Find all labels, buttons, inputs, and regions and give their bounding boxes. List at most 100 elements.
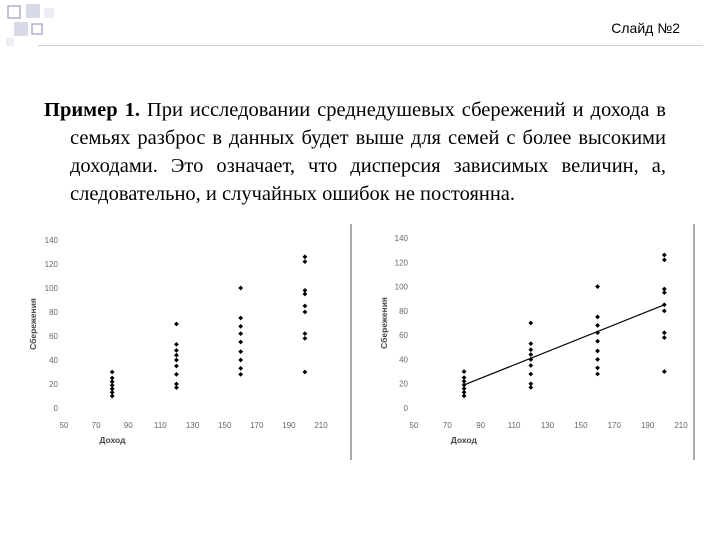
y-tick-label: 140	[45, 236, 59, 245]
data-point	[661, 257, 667, 263]
x-tick-label: 130	[186, 421, 200, 430]
data-point	[661, 308, 667, 314]
data-point	[528, 357, 534, 362]
data-point	[661, 330, 667, 336]
x-tick-label: 110	[508, 421, 521, 430]
x-tick-label: 210	[674, 421, 688, 430]
data-point	[174, 348, 179, 353]
y-axis-label: Сбережения	[379, 297, 389, 349]
y-tick-label: 0	[404, 404, 409, 413]
data-point	[109, 369, 115, 375]
data-point	[302, 336, 308, 341]
data-point	[528, 371, 534, 377]
data-point	[109, 386, 115, 392]
data-point	[238, 339, 244, 345]
x-tick-label: 130	[541, 421, 555, 430]
data-point	[661, 252, 667, 258]
example-text: Пример 1. При исследовании среднедушевых…	[44, 96, 666, 216]
slide-number-label: Слайд №2	[611, 20, 680, 36]
data-point	[238, 331, 244, 336]
example-paragraph: Пример 1. При исследовании среднедушевых…	[44, 96, 666, 208]
example-body: При исследовании среднедушевых сбережени…	[70, 99, 666, 205]
data-point	[302, 303, 308, 309]
data-point	[461, 369, 467, 374]
data-point	[174, 342, 179, 347]
data-point	[109, 382, 115, 388]
data-point	[302, 309, 308, 315]
x-tick-label: 190	[641, 421, 655, 430]
data-point	[528, 341, 534, 347]
y-tick-label: 0	[54, 404, 59, 413]
data-point	[595, 314, 600, 320]
x-tick-label: 70	[443, 421, 452, 430]
x-tick-label: 210	[314, 421, 328, 430]
x-tick-label: 170	[250, 421, 264, 430]
data-point	[461, 375, 467, 381]
example-heading: Пример 1.	[44, 99, 140, 121]
data-point	[528, 363, 534, 368]
data-point	[528, 384, 534, 390]
y-tick-label: 140	[395, 234, 409, 243]
data-point	[595, 348, 600, 354]
data-point	[595, 338, 600, 344]
x-axis-label: Доход	[451, 435, 478, 445]
data-point	[461, 393, 467, 399]
data-point	[302, 259, 308, 264]
data-point	[174, 352, 179, 358]
x-tick-label: 50	[60, 421, 69, 430]
data-point	[302, 254, 308, 260]
data-point	[302, 291, 308, 297]
y-tick-label: 60	[49, 332, 58, 341]
y-tick-label: 60	[399, 331, 408, 340]
data-point	[238, 357, 244, 363]
x-tick-label: 150	[218, 421, 232, 430]
data-point	[109, 390, 115, 395]
data-point	[461, 382, 467, 388]
x-tick-label: 90	[124, 421, 133, 430]
data-point	[302, 331, 308, 336]
data-point	[595, 330, 600, 336]
data-point	[661, 302, 667, 308]
y-tick-label: 100	[395, 283, 409, 292]
data-point	[109, 375, 115, 381]
x-tick-label: 90	[476, 421, 485, 430]
data-point	[238, 372, 244, 377]
x-tick-label: 170	[608, 421, 622, 430]
data-point	[595, 284, 600, 289]
x-axis-label: Доход	[99, 435, 126, 445]
trendline	[463, 304, 665, 386]
x-tick-label: 110	[154, 421, 167, 430]
data-point	[661, 290, 667, 296]
data-point	[461, 386, 467, 391]
data-point	[661, 286, 667, 292]
data-point	[595, 323, 600, 328]
x-tick-label: 50	[410, 421, 419, 430]
data-point	[661, 335, 667, 340]
data-point	[238, 349, 244, 354]
y-tick-label: 20	[49, 380, 58, 389]
x-tick-label: 70	[92, 421, 101, 430]
chart-scatter-left: 0 20 40 60 80 100 120 140 50 70 90 110 130 150 170 190 2…	[22, 222, 352, 462]
x-tick-label: 150	[574, 421, 588, 430]
data-point	[174, 381, 179, 387]
data-point	[174, 363, 179, 369]
data-point	[528, 381, 534, 387]
data-point	[595, 357, 600, 362]
y-tick-label: 40	[399, 355, 408, 364]
x-tick-label: 190	[282, 421, 296, 430]
data-point	[238, 366, 244, 371]
data-point	[595, 371, 600, 377]
y-tick-label: 80	[49, 308, 58, 317]
chart-scatter-right: 0 20 40 60 80 100 120 140 50 70 90 110 130 150 170 190 2…	[373, 222, 700, 462]
data-point	[174, 372, 179, 377]
y-tick-label: 120	[395, 258, 409, 267]
data-point	[528, 352, 534, 357]
y-axis-label: Сбережения	[28, 298, 38, 350]
y-tick-label: 20	[399, 380, 408, 389]
data-point	[174, 357, 179, 363]
y-tick-label: 100	[45, 284, 59, 293]
y-tick-label: 40	[49, 356, 58, 365]
data-point	[238, 285, 244, 291]
data-point	[661, 369, 667, 374]
y-tick-label: 80	[399, 307, 408, 316]
